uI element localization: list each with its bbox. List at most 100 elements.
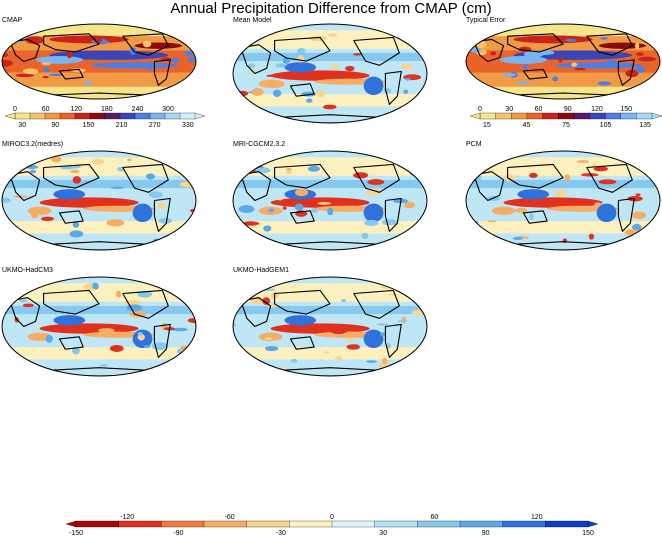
panel-label-typical-error: Typical Error	[466, 17, 506, 24]
colorbar-typical-error: 0 30 60 90 120 150 15 45 75 105 135	[469, 106, 662, 129]
colorbar-bottom-tick: 270	[149, 122, 161, 129]
map-pcm	[465, 150, 661, 251]
continent-outline	[122, 33, 169, 56]
continent-outline	[384, 70, 402, 105]
continent-outline	[289, 336, 315, 350]
colorbar-segment	[134, 112, 151, 120]
colorbar-bottom-tick: 105	[600, 122, 612, 129]
colorbar-top-tick: -60	[225, 514, 235, 521]
colorbar-min-arrow	[469, 112, 481, 120]
continent-outline	[473, 38, 505, 63]
continent-outline	[274, 289, 331, 315]
colorbar-segment	[573, 112, 590, 120]
colorbar-segment	[164, 112, 181, 120]
continent-outline	[153, 59, 171, 86]
continent-outline	[507, 33, 564, 53]
continent-outline	[9, 297, 41, 328]
colorbar-max-arrow	[587, 520, 599, 528]
continent-outline	[384, 197, 402, 232]
colorbar-bottom-tick: 135	[639, 122, 651, 129]
map-field	[2, 151, 196, 250]
figure-title: Annual Precipitation Difference from CMA…	[170, 0, 492, 17]
colorbar-top-tick: 180	[101, 106, 113, 113]
continent-outline	[153, 197, 171, 232]
globe-outline	[465, 150, 661, 251]
colorbar-top-tick: 150	[620, 106, 632, 113]
continent-outline	[617, 197, 635, 232]
colorbar-cmap: 0 60 120 180 240 300 30 90 150 210 270 330	[4, 106, 206, 129]
colorbar-bottom-tick: 90	[51, 122, 59, 129]
colorbar-segment	[44, 112, 61, 120]
colorbar-top-tick: 240	[132, 106, 144, 113]
continent-outline	[274, 163, 331, 189]
globe-outline	[232, 276, 428, 377]
colorbar-max-arrow	[651, 112, 662, 120]
colorbar-top-tick: 120	[591, 106, 603, 113]
colorbar-top-tick: 60	[431, 514, 439, 521]
continent-outline	[586, 33, 633, 56]
continent-outline	[289, 210, 315, 224]
colorbar-segment	[589, 112, 606, 120]
colorbar-segment	[89, 112, 106, 120]
continent-outline	[58, 210, 84, 224]
continent-outline	[522, 210, 548, 224]
globe-outline	[232, 150, 428, 251]
globe-outline	[1, 23, 197, 100]
continent-outline	[43, 289, 100, 315]
map-field	[466, 24, 660, 99]
panel-label-mean-model: Mean Model	[233, 17, 272, 24]
colorbar-segment	[479, 112, 497, 120]
map-field	[2, 277, 196, 376]
colorbar-bottom-tick: 75	[562, 122, 570, 129]
globe-outline	[465, 23, 661, 100]
colorbar-segment	[161, 520, 205, 528]
colorbar-top-tick: 0	[13, 106, 17, 113]
map-field	[233, 24, 427, 123]
colorbar-top-tick: 30	[505, 106, 513, 113]
colorbar-segment	[526, 112, 543, 120]
colorbar-segment	[502, 520, 546, 528]
colorbar-top-tick: -120	[120, 514, 134, 521]
colorbar-top-tick: 120	[70, 106, 82, 113]
colorbar-segment	[545, 520, 589, 528]
map-mri	[232, 150, 428, 251]
map-mean-model	[232, 23, 428, 124]
colorbar-segment	[331, 520, 376, 528]
panel-label-miroc: MIROC3.2(medres)	[2, 141, 64, 148]
map-field	[233, 151, 427, 250]
colorbar-top-tick: 90	[564, 106, 572, 113]
continent-outline	[507, 163, 564, 189]
colorbar-bottom-tick: 90	[482, 530, 490, 537]
colorbar-segment	[149, 112, 166, 120]
continent-outline	[353, 163, 400, 193]
colorbar-top-tick: 300	[162, 106, 174, 113]
colorbar-bottom-tick: 150	[83, 122, 95, 129]
panel-label-hadcm3: UKMO-HadCM3	[2, 267, 53, 274]
continent-outline	[153, 323, 171, 358]
colorbar-segment	[620, 112, 637, 120]
colorbar-bottom-tick: 210	[116, 122, 128, 129]
map-miroc	[1, 150, 197, 251]
colorbar-segment	[74, 112, 91, 120]
colorbar-segment	[203, 520, 248, 528]
panel-label-pcm: PCM	[466, 141, 482, 148]
map-hadgem1	[232, 276, 428, 377]
colorbar-bottom-tick: -150	[69, 530, 83, 537]
colorbar-segment	[75, 520, 120, 528]
map-typical-error	[465, 23, 661, 100]
map-hadcm3	[1, 276, 197, 377]
colorbar-segment	[29, 112, 46, 120]
globe-outline	[1, 276, 197, 377]
colorbar-min-arrow	[4, 112, 16, 120]
colorbar-top-tick: 60	[535, 106, 543, 113]
colorbar-top-tick: 60	[42, 106, 50, 113]
map-field	[2, 24, 196, 99]
continent-outline	[240, 171, 272, 202]
continent-outline	[43, 163, 100, 189]
continent-outline	[473, 171, 505, 202]
continent-outline	[240, 44, 272, 75]
map-cmap	[1, 23, 197, 100]
continent-outline	[240, 297, 272, 328]
panel-label-hadgem1: UKMO-HadGEM1	[233, 267, 290, 274]
continent-outline	[353, 36, 400, 66]
